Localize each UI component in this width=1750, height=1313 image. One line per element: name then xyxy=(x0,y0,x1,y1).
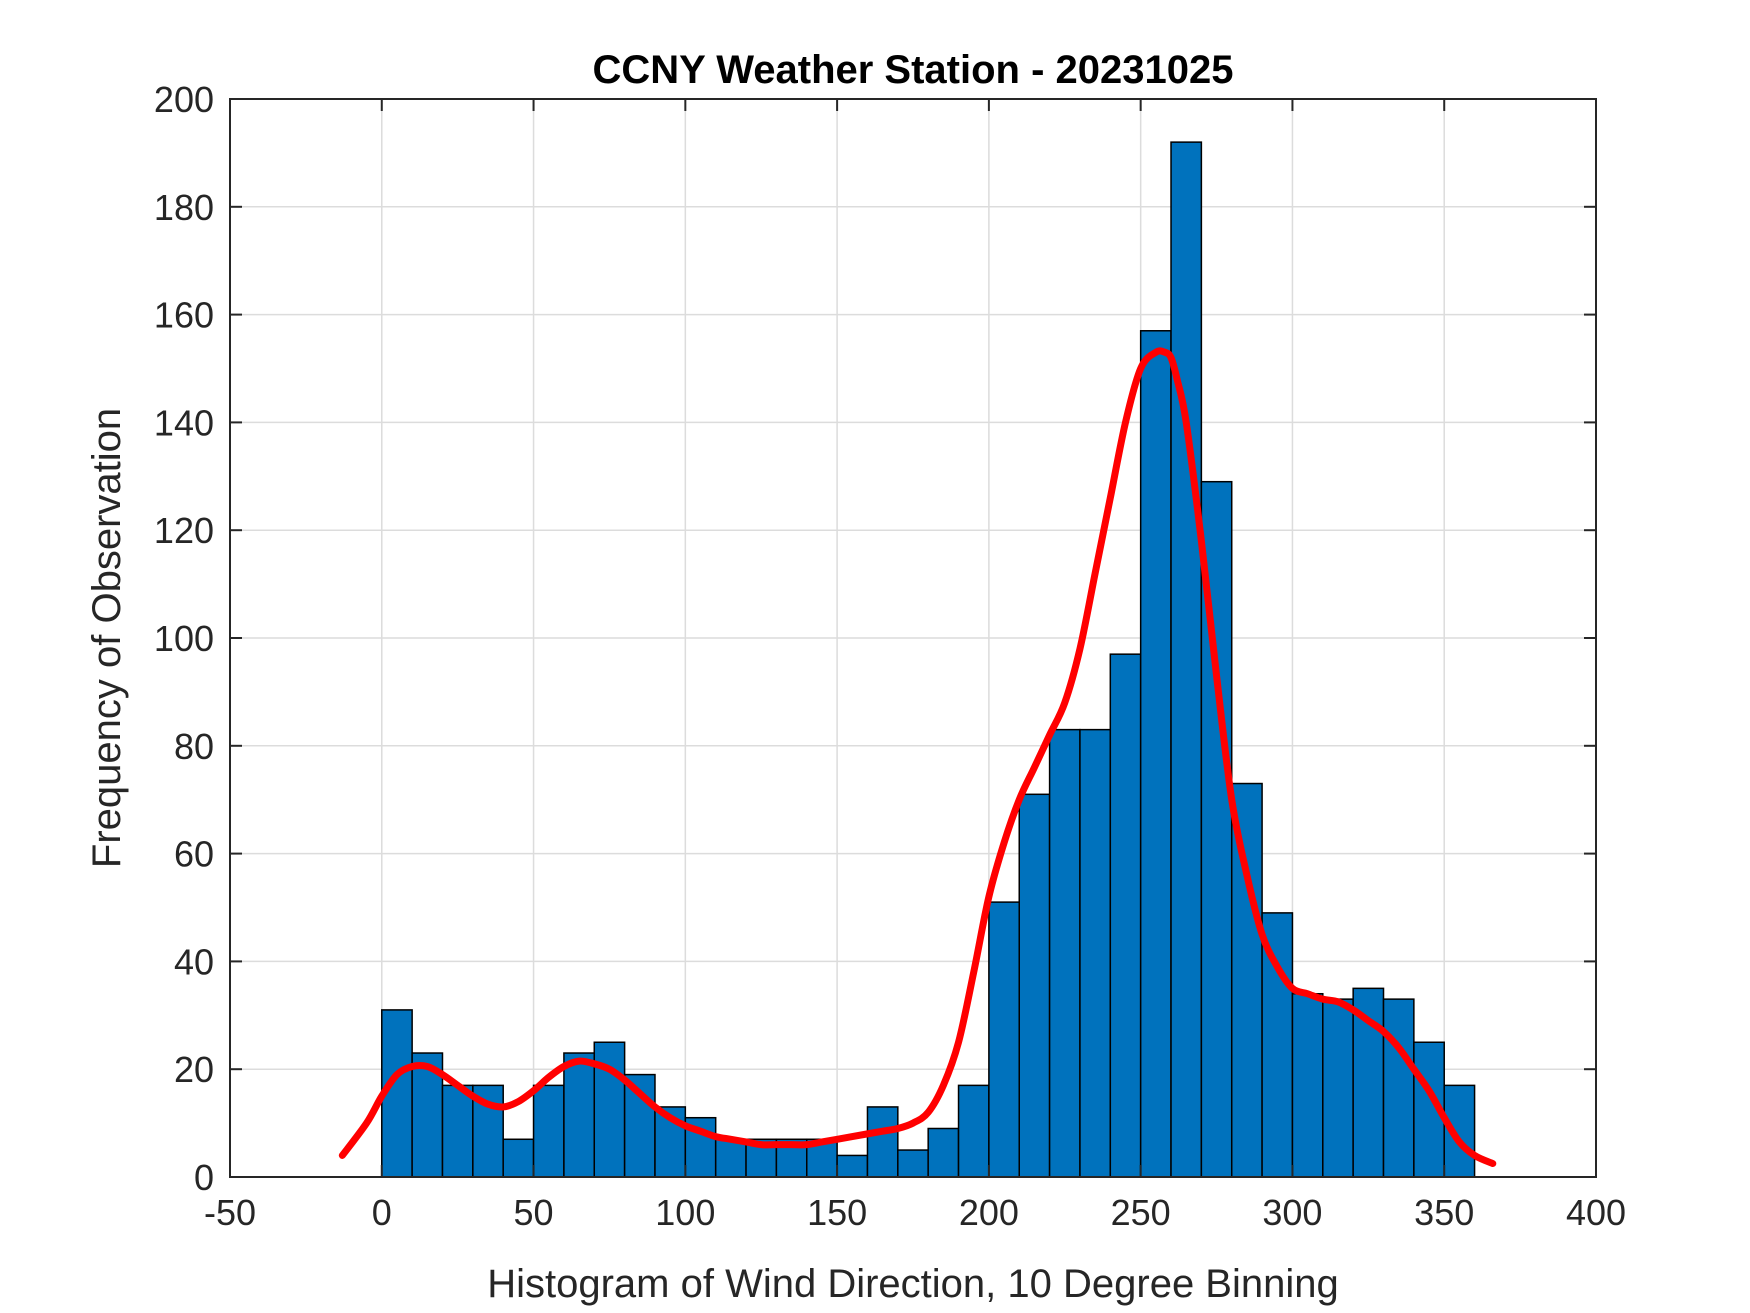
y-tick-label: 0 xyxy=(194,1157,214,1198)
histogram-bar xyxy=(441,1084,474,1178)
histogram-bar xyxy=(714,1138,747,1178)
histogram-bar xyxy=(1079,728,1112,1178)
histogram-bar xyxy=(1382,998,1415,1178)
histogram-bar xyxy=(1018,793,1051,1178)
density-curve-line xyxy=(338,347,1497,1168)
y-tick-label: 100 xyxy=(154,618,214,659)
x-axis-label: Histogram of Wind Direction, 10 Degree B… xyxy=(487,1262,1339,1306)
x-tick-label: 50 xyxy=(514,1192,554,1233)
histogram-bar xyxy=(927,1127,960,1178)
x-tick-label: 350 xyxy=(1414,1192,1474,1233)
grid-lines xyxy=(230,99,1596,1177)
x-tick-label: 150 xyxy=(807,1192,867,1233)
histogram-bar xyxy=(563,1052,596,1178)
histogram-bar xyxy=(1139,330,1172,1178)
density-curve xyxy=(338,347,1497,1168)
chart-title: CCNY Weather Station - 20231025 xyxy=(593,48,1234,92)
x-tick-label: 0 xyxy=(372,1192,392,1233)
y-tick-label: 60 xyxy=(174,834,214,875)
histogram-bar xyxy=(1170,141,1203,1178)
y-tick-label: 80 xyxy=(174,726,214,767)
y-tick-label: 120 xyxy=(154,510,214,551)
histogram-bar xyxy=(988,901,1020,1178)
y-tick-label: 160 xyxy=(154,295,214,336)
x-tick-label: -50 xyxy=(204,1192,256,1233)
x-tick-label: 250 xyxy=(1111,1192,1171,1233)
histogram-bar xyxy=(897,1149,929,1178)
x-tick-label: 300 xyxy=(1262,1192,1322,1233)
histogram-bar xyxy=(1291,992,1324,1178)
axis-ticks: -50 0 50 100 150 200 250 300 350 4000204060801001… xyxy=(154,79,1626,1233)
histogram-bar xyxy=(1048,728,1081,1178)
histogram-bar xyxy=(502,1138,535,1178)
x-tick-label: 100 xyxy=(655,1192,715,1233)
histogram-bar xyxy=(532,1084,565,1178)
y-tick-label: 140 xyxy=(154,402,214,443)
histogram-bar xyxy=(836,1154,869,1178)
y-tick-label: 180 xyxy=(154,187,214,228)
histogram-bar xyxy=(1109,653,1142,1178)
y-tick-label: 40 xyxy=(174,941,214,982)
x-tick-label: 400 xyxy=(1566,1192,1626,1233)
histogram-bar xyxy=(957,1084,990,1178)
y-tick-label: 20 xyxy=(174,1049,214,1090)
histogram-bars xyxy=(381,141,1476,1178)
y-axis-label: Frequency of Observation xyxy=(85,408,129,868)
histogram-bar xyxy=(1322,998,1354,1178)
y-tick-label: 200 xyxy=(154,79,214,120)
histogram-bar xyxy=(866,1106,899,1178)
x-tick-label: 200 xyxy=(959,1192,1019,1233)
